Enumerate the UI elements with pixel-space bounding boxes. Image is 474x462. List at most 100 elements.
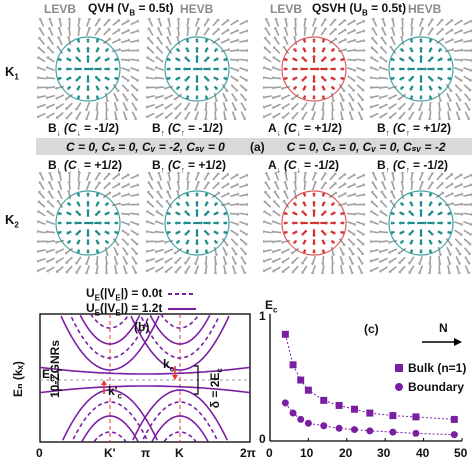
field-arrow	[410, 182, 413, 191]
field-arrowhead	[174, 67, 177, 71]
scatter-legend-0: Bulk (n=1)	[408, 361, 467, 375]
field-arrow	[340, 230, 343, 234]
field-arrowhead	[145, 95, 148, 100]
field-arrowhead	[36, 268, 40, 273]
field-arrowhead	[293, 86, 297, 90]
field-arrowhead	[408, 56, 412, 60]
field-arrow	[156, 77, 165, 80]
field-arrow	[435, 38, 443, 45]
field-arrow	[285, 212, 288, 216]
field-arrow	[463, 184, 471, 189]
legend-label-0: UE(|VE|) = 0.0t	[86, 286, 163, 303]
field-arrow	[322, 255, 325, 264]
field-arrowhead	[86, 192, 90, 195]
field-arrowhead	[57, 211, 60, 216]
field-arrowhead	[461, 202, 464, 207]
field-arrow	[239, 238, 247, 245]
field-arrow	[464, 247, 470, 255]
field-arrow	[330, 48, 335, 53]
field-arrowhead	[400, 171, 405, 174]
qvh-title: QVH (VB = 0.5t)	[88, 1, 174, 18]
field-arrowhead	[225, 243, 229, 247]
field-arrowhead	[37, 200, 41, 204]
field-arrow	[264, 103, 272, 108]
field-arrowhead	[65, 260, 69, 264]
field-arrow	[401, 182, 404, 191]
field-arrow	[264, 57, 272, 63]
field-arrow	[339, 255, 344, 264]
field-arrow	[380, 86, 389, 89]
field-arrowhead	[84, 271, 89, 275]
field-arrow	[389, 94, 398, 99]
field-arrow	[463, 220, 471, 226]
field-arrowhead	[380, 46, 384, 50]
field-arrow	[48, 201, 55, 208]
field-arrowhead	[185, 38, 190, 41]
field-arrowhead	[302, 47, 306, 50]
field-arrowhead	[36, 105, 40, 109]
field-arrowhead	[126, 173, 130, 177]
field-arrowhead	[440, 172, 444, 176]
field-arrow	[347, 66, 355, 72]
field-arrowhead	[447, 262, 452, 266]
data-point-square	[304, 386, 312, 394]
field-arrowhead	[409, 192, 414, 195]
field-arrowhead	[430, 78, 434, 82]
field-arrowhead	[399, 189, 404, 193]
field-arrow	[157, 201, 164, 208]
field-arrowhead	[441, 221, 444, 225]
field-arrowhead	[135, 242, 139, 246]
field-arrow	[121, 229, 129, 235]
field-arrow	[463, 238, 471, 245]
field-arrowhead	[38, 27, 42, 31]
field-arrow	[203, 75, 209, 81]
field-arrowhead	[225, 89, 229, 93]
field-arrow	[223, 265, 227, 273]
field-arrow	[148, 182, 154, 190]
field-arrowhead	[97, 56, 101, 60]
band-curve-solid	[60, 315, 160, 371]
field-arrow	[273, 240, 282, 243]
field-arrowhead	[450, 182, 454, 186]
field-arrow	[447, 212, 450, 216]
field-arrowhead	[264, 36, 268, 40]
field-arrowhead	[196, 171, 201, 175]
field-arrow	[285, 58, 288, 62]
field-arrowhead	[128, 202, 131, 207]
field-arrow	[399, 265, 406, 273]
field-arrowhead	[378, 65, 382, 70]
field-arrowhead	[155, 56, 159, 60]
field-arrow	[103, 19, 110, 27]
field-arrowhead	[326, 221, 329, 225]
field-arrow	[392, 76, 395, 80]
field-arrowhead	[283, 211, 286, 216]
field-arrow	[273, 231, 282, 234]
field-arrow	[371, 220, 379, 226]
field-arrowhead	[420, 171, 425, 175]
field-arrow	[463, 39, 471, 43]
field-arrow	[56, 266, 64, 272]
field-arrow	[56, 239, 65, 244]
field-arrow	[67, 76, 72, 80]
field-arrow	[428, 48, 432, 53]
field-arrow	[400, 239, 405, 244]
field-arrowhead	[45, 259, 49, 264]
field-arrowhead	[340, 118, 345, 121]
caption-r1-2: A↓ (C↓ = +1/2)	[268, 121, 343, 138]
field-arrow	[213, 48, 218, 53]
field-arrow	[38, 257, 46, 262]
field-arrow	[293, 191, 298, 200]
field-arrow	[321, 249, 325, 252]
field-arrowhead	[175, 231, 178, 235]
field-arrow	[67, 85, 72, 90]
field-arrowhead	[246, 202, 249, 207]
field-arrowhead	[451, 47, 455, 52]
field-arrow	[85, 265, 91, 273]
field-arrowhead	[293, 26, 298, 29]
band-curve-solid	[132, 389, 229, 441]
field-arrow	[147, 47, 155, 54]
field-arrowhead	[352, 173, 356, 177]
field-arrowhead	[216, 211, 219, 215]
berry-boundary-circle	[388, 190, 454, 256]
field-arrow	[292, 93, 300, 100]
